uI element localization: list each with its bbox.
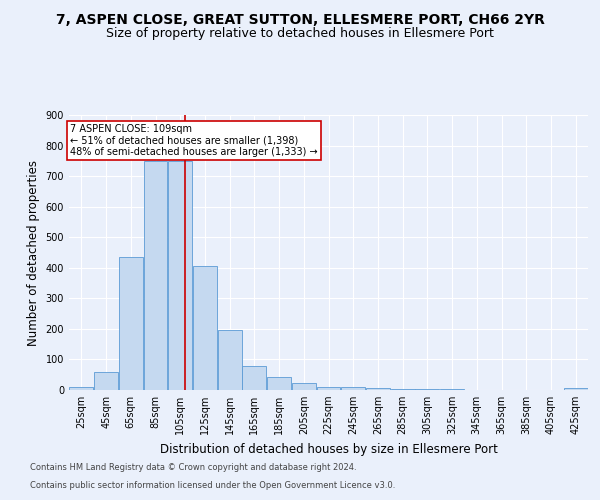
Text: 7, ASPEN CLOSE, GREAT SUTTON, ELLESMERE PORT, CH66 2YR: 7, ASPEN CLOSE, GREAT SUTTON, ELLESMERE … (56, 12, 544, 26)
Text: Contains public sector information licensed under the Open Government Licence v3: Contains public sector information licen… (30, 481, 395, 490)
Text: 7 ASPEN CLOSE: 109sqm
← 51% of detached houses are smaller (1,398)
48% of semi-d: 7 ASPEN CLOSE: 109sqm ← 51% of detached … (70, 124, 318, 158)
Bar (169, 161, 192, 390)
Text: Contains HM Land Registry data © Crown copyright and database right 2024.: Contains HM Land Registry data © Crown c… (30, 464, 356, 472)
Bar (267, 377, 291, 390)
Bar (366, 388, 390, 390)
Bar (94, 372, 118, 390)
Bar (70, 387, 93, 390)
Bar (193, 266, 217, 390)
X-axis label: Distribution of detached houses by size in Ellesmere Port: Distribution of detached houses by size … (160, 442, 497, 456)
Bar (391, 389, 415, 390)
Bar (341, 387, 365, 390)
Bar (317, 387, 340, 390)
Bar (119, 257, 143, 390)
Bar (242, 366, 266, 390)
Bar (218, 330, 242, 390)
Y-axis label: Number of detached properties: Number of detached properties (27, 160, 40, 346)
Bar (415, 389, 439, 390)
Bar (292, 384, 316, 390)
Bar (143, 161, 167, 390)
Bar (564, 388, 587, 390)
Text: Size of property relative to detached houses in Ellesmere Port: Size of property relative to detached ho… (106, 28, 494, 40)
